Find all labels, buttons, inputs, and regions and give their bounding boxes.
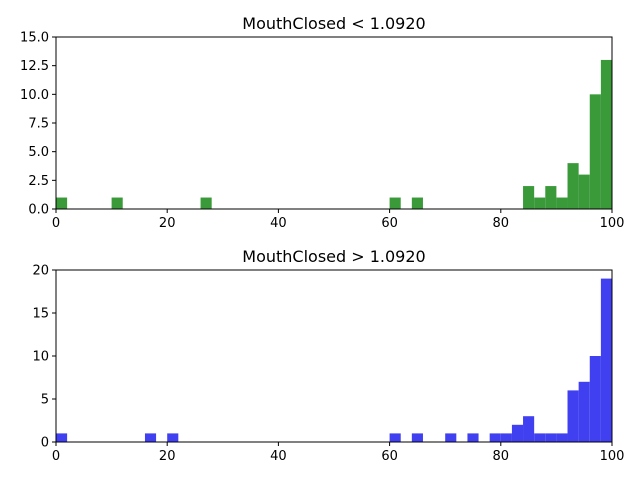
histogram-bar [578, 381, 590, 442]
histogram-bar [445, 433, 457, 442]
y-axis: 0 5 10 15 20 [32, 264, 56, 451]
y-tick-label: 5 [41, 393, 49, 408]
y-tick-label: 0 [41, 436, 49, 451]
x-tick-label: 0 [52, 449, 60, 464]
y-tick-label: 15 [32, 307, 49, 322]
x-tick-label: 100 [600, 216, 625, 231]
histogram-bar [167, 433, 179, 442]
histogram-bar [589, 94, 601, 209]
x-tick-label: 40 [270, 216, 287, 231]
histogram-bar [56, 433, 68, 442]
y-tick-label: 0.0 [28, 203, 49, 218]
histogram-bar [511, 424, 524, 442]
x-tick-label: 20 [159, 449, 176, 464]
y-tick-label: 12.5 [20, 59, 49, 74]
histogram-bar [411, 197, 423, 209]
y-tick-label: 20 [32, 264, 49, 279]
histogram-bar [556, 197, 568, 209]
histogram-bar [523, 186, 535, 209]
plot-frame [55, 36, 613, 210]
histogram-bar [144, 433, 157, 442]
histogram-bar [600, 278, 612, 442]
histogram-bar [578, 174, 590, 209]
y-tick-label: 10.0 [20, 88, 49, 103]
x-tick-label: 80 [493, 216, 510, 231]
histogram-panel-mouthclosed-above: MouthClosed > 1.0920 0 20 40 60 80 100 0 5 10 15… [32, 247, 624, 464]
y-tick-label: 10 [32, 350, 49, 365]
histogram-bar [411, 433, 423, 442]
histogram-panel-mouthclosed-below: MouthClosed < 1.0920 0 20 40 60 80 100 0.0 2.5… [20, 14, 624, 231]
histogram-bar [556, 433, 568, 442]
histogram-bar [534, 197, 546, 209]
chart-title: MouthClosed < 1.0920 [242, 14, 425, 33]
chart-title: MouthClosed > 1.0920 [242, 247, 425, 266]
histogram-bar [523, 416, 535, 442]
x-tick-label: 100 [600, 449, 625, 464]
histogram-bar [567, 390, 579, 442]
bars-group [56, 59, 612, 209]
histogram-bar [545, 433, 557, 442]
x-tick-label: 40 [270, 449, 287, 464]
histogram-bar [534, 433, 546, 442]
y-tick-label: 15.0 [20, 31, 49, 46]
bars-group [56, 278, 612, 442]
x-tick-label: 20 [159, 216, 176, 231]
histogram-bar [545, 186, 557, 209]
histogram-bar [111, 197, 123, 209]
x-tick-label: 60 [381, 449, 398, 464]
histogram-bar [56, 197, 68, 209]
histogram-bar [589, 356, 601, 442]
histogram-bar [600, 59, 612, 209]
y-tick-label: 2.5 [28, 174, 49, 189]
y-tick-label: 7.5 [28, 117, 49, 132]
x-tick-label: 0 [52, 216, 60, 231]
histogram-bar [567, 163, 579, 209]
histogram-bar [200, 197, 212, 209]
y-axis: 0.0 2.5 5.0 7.5 10.0 12.5 15.0 [20, 31, 56, 218]
histogram-bar [489, 433, 501, 442]
histogram-bar [389, 197, 401, 209]
x-axis: 0 20 40 60 80 100 [52, 209, 625, 231]
x-tick-label: 80 [493, 449, 510, 464]
x-tick-label: 60 [381, 216, 398, 231]
x-axis: 0 20 40 60 80 100 [52, 442, 625, 464]
y-tick-label: 5.0 [28, 145, 49, 160]
histogram-bar [500, 433, 512, 442]
histogram-bar [389, 433, 401, 442]
histogram-bar [467, 433, 479, 442]
